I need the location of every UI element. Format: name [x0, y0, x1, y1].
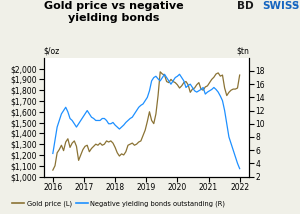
Text: $tn: $tn	[236, 47, 249, 56]
Text: $/oz: $/oz	[44, 47, 60, 56]
Text: SWISS: SWISS	[262, 1, 300, 11]
Text: Gold price vs negative
yielding bonds: Gold price vs negative yielding bonds	[44, 1, 184, 24]
Text: BD: BD	[237, 1, 253, 11]
Text: ⊿: ⊿	[292, 1, 298, 7]
Legend: Gold price (L), Negative yielding bonds outstanding (R): Gold price (L), Negative yielding bonds …	[9, 198, 228, 210]
